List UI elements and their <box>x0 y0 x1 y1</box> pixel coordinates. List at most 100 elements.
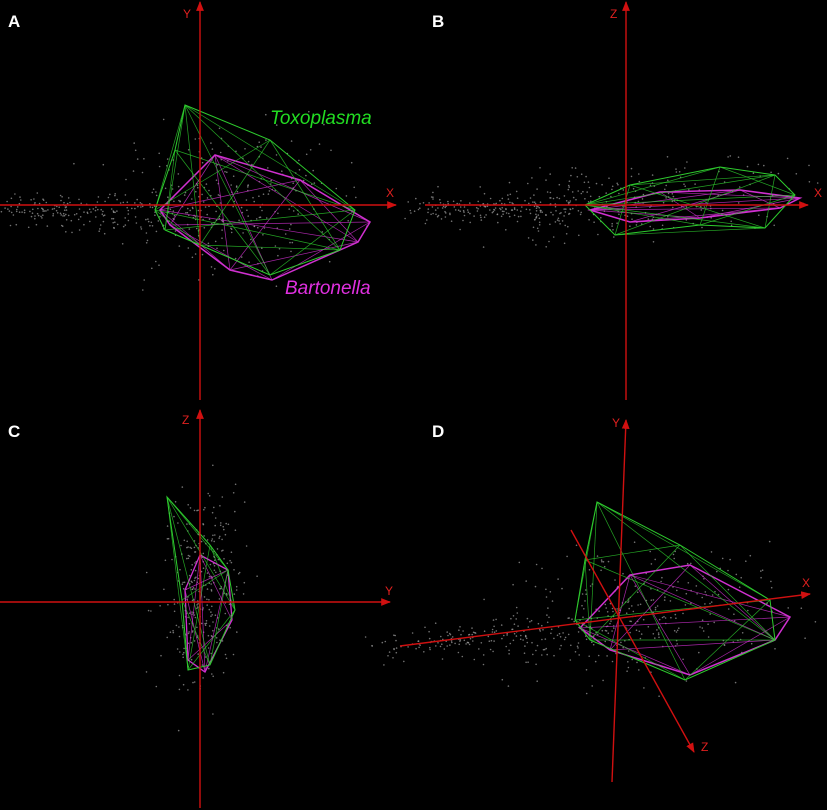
point <box>650 588 652 590</box>
hull-edge <box>214 154 359 243</box>
point <box>450 640 453 642</box>
point <box>657 632 660 634</box>
point <box>213 506 215 509</box>
point <box>384 640 387 643</box>
point <box>270 183 272 185</box>
point <box>509 201 511 204</box>
point <box>233 593 236 595</box>
point <box>634 585 637 587</box>
hull-edge <box>689 564 776 641</box>
point <box>709 602 711 605</box>
point <box>533 194 535 196</box>
point <box>10 211 13 214</box>
point <box>216 247 218 250</box>
hull-edge <box>187 619 233 661</box>
hull-edge <box>629 174 776 186</box>
hull-edge <box>699 194 796 226</box>
point <box>527 661 529 663</box>
point <box>65 213 67 216</box>
point <box>685 680 688 682</box>
point <box>46 225 49 227</box>
hull-edge <box>574 501 598 621</box>
point <box>447 200 449 203</box>
point <box>15 210 18 213</box>
point <box>112 210 115 212</box>
point <box>395 639 397 642</box>
point <box>567 203 570 205</box>
point <box>147 220 150 223</box>
point <box>587 201 590 203</box>
hull-edge <box>589 197 801 211</box>
point <box>67 197 70 199</box>
point <box>187 554 190 557</box>
point <box>539 630 542 632</box>
point <box>727 156 729 158</box>
point <box>42 214 44 216</box>
point <box>568 186 570 188</box>
point <box>274 245 277 247</box>
point <box>451 636 454 638</box>
point <box>437 207 439 209</box>
point <box>221 538 223 541</box>
point <box>600 559 603 561</box>
axis <box>399 591 811 647</box>
point <box>127 209 130 212</box>
point <box>745 560 747 562</box>
hull-edge <box>169 154 216 226</box>
point <box>541 624 543 627</box>
point <box>505 212 508 214</box>
point <box>649 184 652 187</box>
point <box>549 191 552 194</box>
point <box>760 570 762 572</box>
point <box>221 237 223 239</box>
point <box>610 195 612 198</box>
point <box>550 632 552 635</box>
point <box>196 607 198 610</box>
point <box>594 660 597 663</box>
point <box>31 212 34 214</box>
point <box>440 218 443 220</box>
point <box>172 631 175 634</box>
point <box>248 261 250 264</box>
point <box>513 207 516 209</box>
point <box>162 118 165 121</box>
point <box>167 196 169 198</box>
point <box>186 557 188 560</box>
point <box>660 580 662 583</box>
point <box>194 138 197 140</box>
point <box>632 610 635 613</box>
hull-edge <box>629 184 766 229</box>
point <box>23 211 26 214</box>
point <box>654 606 657 609</box>
point <box>589 195 592 198</box>
point <box>541 638 543 641</box>
point <box>136 198 138 201</box>
point <box>465 643 467 645</box>
point <box>224 653 227 656</box>
axis-label: Y <box>385 584 393 598</box>
point <box>182 588 185 590</box>
point <box>682 612 684 615</box>
point <box>577 647 579 649</box>
point <box>576 176 579 178</box>
point <box>457 651 460 654</box>
point <box>114 193 116 195</box>
point <box>308 110 310 113</box>
point <box>33 198 35 200</box>
point <box>633 541 636 543</box>
point <box>558 632 561 635</box>
point <box>166 636 168 639</box>
point <box>135 222 138 224</box>
point <box>238 571 241 574</box>
point <box>652 599 655 601</box>
point <box>194 253 197 255</box>
point <box>630 175 633 178</box>
hull-edge <box>164 149 176 231</box>
point <box>38 202 41 205</box>
point <box>99 224 102 226</box>
point <box>432 198 434 200</box>
point <box>538 221 541 224</box>
point <box>10 197 13 200</box>
point <box>568 212 571 215</box>
point <box>538 207 541 209</box>
